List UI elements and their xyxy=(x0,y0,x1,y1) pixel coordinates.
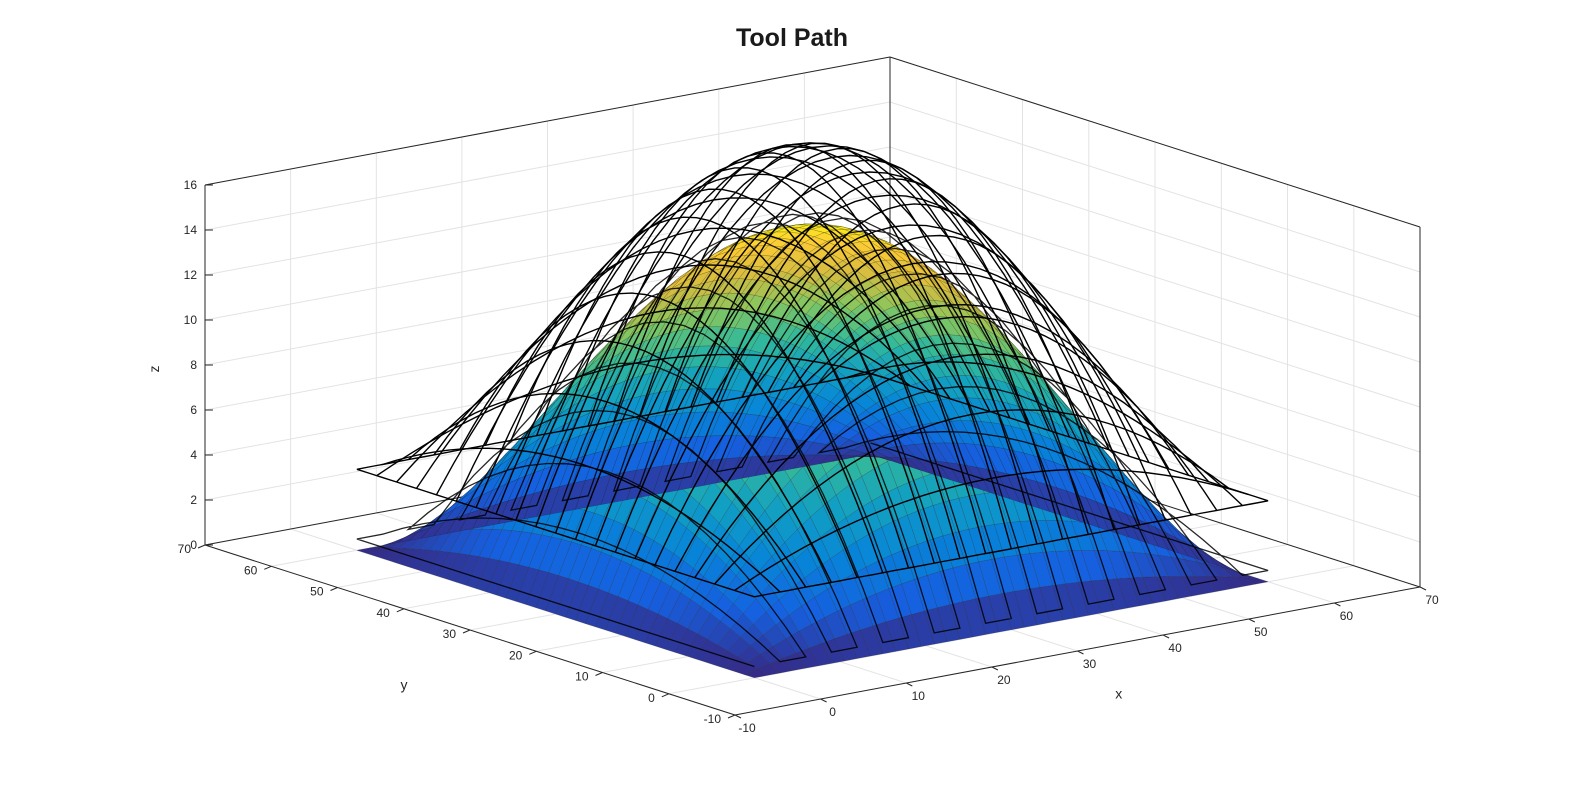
surface-patch xyxy=(356,547,380,554)
z-tick-label: 4 xyxy=(190,448,197,462)
x-tick-label: 40 xyxy=(1168,641,1182,655)
y-tick-mark xyxy=(264,565,272,570)
mesh-line xyxy=(356,372,871,470)
x-tick-mark xyxy=(1419,586,1427,591)
mesh-line xyxy=(396,307,911,483)
mesh-line xyxy=(664,147,1064,540)
mesh-line xyxy=(767,234,1167,521)
mesh-line xyxy=(415,264,931,489)
surface-plot xyxy=(356,223,1269,678)
x-tick-label: 30 xyxy=(1083,657,1097,671)
x-tick-label: 50 xyxy=(1254,625,1268,639)
x-tick-label: 60 xyxy=(1340,609,1354,623)
x-tick-mark xyxy=(906,682,913,687)
y-tick-label: 70 xyxy=(178,542,192,556)
z-tick-label: 6 xyxy=(190,403,197,417)
y-tick-mark xyxy=(462,629,471,634)
x-tick-mark xyxy=(734,714,742,719)
z-tick-label: 16 xyxy=(184,178,198,192)
y-tick-mark xyxy=(661,693,669,698)
y-tick-mark xyxy=(727,714,736,719)
y-tick-label: 20 xyxy=(509,648,523,662)
mesh-line xyxy=(554,145,1071,534)
z-axis-label: z xyxy=(146,366,162,373)
y-tick-label: 40 xyxy=(376,606,390,620)
x-tick-mark xyxy=(1077,650,1084,655)
y-tick-mark xyxy=(197,544,206,549)
z-tick-label: 12 xyxy=(184,268,198,282)
x-tick-mark xyxy=(1334,602,1341,607)
mesh-line xyxy=(793,272,1192,516)
x-tick-mark xyxy=(1162,634,1170,639)
z-tick-label: 8 xyxy=(190,358,197,372)
mesh-line xyxy=(818,315,1218,511)
y-tick-label: 0 xyxy=(648,691,655,705)
mesh-plot xyxy=(356,142,1269,598)
y-tick-mark xyxy=(529,650,537,655)
z-tick-label: 14 xyxy=(184,223,198,237)
x-tick-mark xyxy=(1248,618,1256,623)
mesh-line xyxy=(475,173,991,508)
y-axis-label: y xyxy=(401,677,408,693)
x-tick-label: 0 xyxy=(829,705,836,719)
x-tick-label: -10 xyxy=(738,721,756,735)
mesh-line xyxy=(690,159,1089,535)
axis-edge xyxy=(889,56,1421,228)
y-tick-label: 30 xyxy=(443,627,457,641)
x-tick-mark xyxy=(991,666,999,671)
y-tick-mark xyxy=(396,608,404,613)
mesh-line xyxy=(435,227,951,496)
x-axis-label: x xyxy=(1115,685,1122,701)
y-tick-label: 50 xyxy=(310,585,324,599)
x-tick-label: 70 xyxy=(1425,593,1439,607)
tick-labels: 0 2 4 6 8 10 12 14 16 -10 0 10 20 30 40 50 60 70 -10 0 10 20 3… xyxy=(146,178,1439,735)
tool-path-line xyxy=(356,212,1269,668)
mesh-line xyxy=(535,142,1051,527)
mesh-line xyxy=(741,203,1141,526)
y-tick-label: -10 xyxy=(704,712,722,726)
x-tick-label: 10 xyxy=(912,689,926,703)
chart-title: Tool Path xyxy=(735,24,849,52)
z-tick-label: 2 xyxy=(190,493,197,507)
y-tick-mark xyxy=(595,672,603,676)
mesh-line xyxy=(515,145,1031,521)
y-tick-label: 10 xyxy=(575,670,589,684)
mesh-line xyxy=(495,156,1011,515)
y-tick-mark xyxy=(330,587,338,591)
tool-path xyxy=(356,212,1269,668)
x-tick-label: 20 xyxy=(997,673,1011,687)
y-tick-label: 60 xyxy=(244,563,258,577)
mesh-line xyxy=(638,142,1038,545)
mesh-line xyxy=(870,372,1269,502)
x-tick-mark xyxy=(820,698,827,703)
axis-edge xyxy=(204,56,891,186)
z-tick-label: 10 xyxy=(184,313,198,327)
mesh-line xyxy=(715,178,1115,530)
gridline xyxy=(204,56,1421,228)
z-tick-label: 0 xyxy=(190,538,197,552)
